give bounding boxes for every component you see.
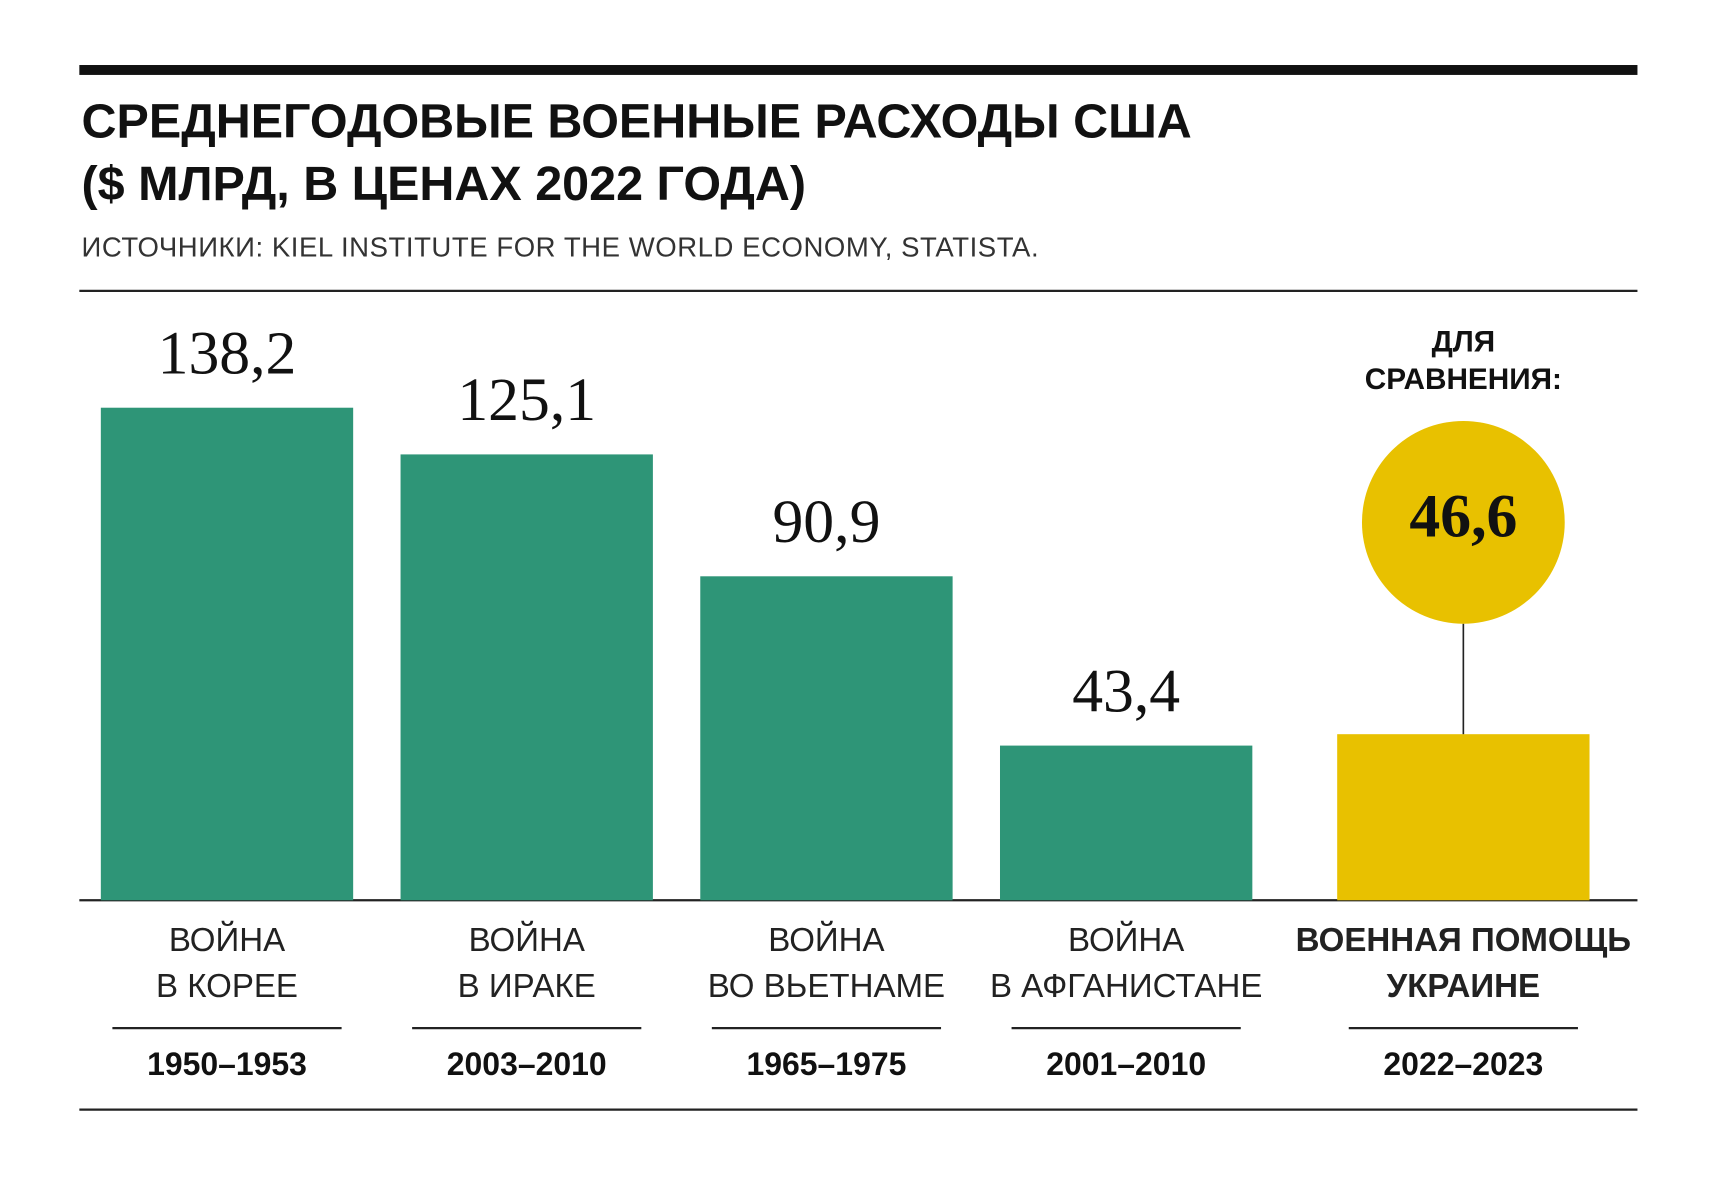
annotation: СРАВНЕНИЯ: xyxy=(1365,363,1562,396)
bar xyxy=(999,745,1253,901)
chart-title: СРЕДНЕГОДОВЫЕ ВОЕННЫЕ РАСХОДЫ США xyxy=(82,94,1192,148)
category-label: УКРАИНЕ xyxy=(1387,968,1540,1005)
period-label: 1950–1953 xyxy=(147,1046,307,1082)
bar xyxy=(100,407,354,901)
value-label: 90,9 xyxy=(772,488,880,556)
value-label: 138,2 xyxy=(158,319,297,387)
chart-title: ($ МЛРД, В ЦЕНАХ 2022 ГОДА) xyxy=(82,157,807,211)
bar xyxy=(1337,734,1590,901)
category-label: ВОЙНА xyxy=(1068,921,1184,959)
period-label: 2003–2010 xyxy=(447,1046,607,1082)
value-label: 46,6 xyxy=(1409,482,1517,550)
category-label: В АФГАНИСТАНЕ xyxy=(990,968,1262,1005)
category-label: ВОЕННАЯ ПОМОЩЬ xyxy=(1296,922,1631,959)
bar xyxy=(400,454,653,901)
category-label: В ИРАКЕ xyxy=(458,968,596,1005)
category-label: В КОРЕЕ xyxy=(156,968,298,1005)
category-label: ВОЙНА xyxy=(469,921,585,959)
category-label: ВО ВЬЕТНАМЕ xyxy=(708,968,945,1005)
period-label: 2022–2023 xyxy=(1383,1046,1543,1082)
period-label: 2001–2010 xyxy=(1046,1046,1206,1082)
bar xyxy=(700,576,953,901)
value-label: 125,1 xyxy=(457,366,596,434)
chart-subtitle: ИСТОЧНИКИ: KIEL INSTITUTE FOR THE WORLD … xyxy=(82,231,1040,262)
value-badge xyxy=(1361,420,1565,624)
period-label: 1965–1975 xyxy=(747,1046,907,1082)
value-label: 43,4 xyxy=(1072,657,1180,725)
top-rule xyxy=(79,65,1638,75)
category-label: ВОЙНА xyxy=(768,921,884,959)
category-label: ВОЙНА xyxy=(169,921,285,959)
annotation: ДЛЯ xyxy=(1432,326,1495,359)
